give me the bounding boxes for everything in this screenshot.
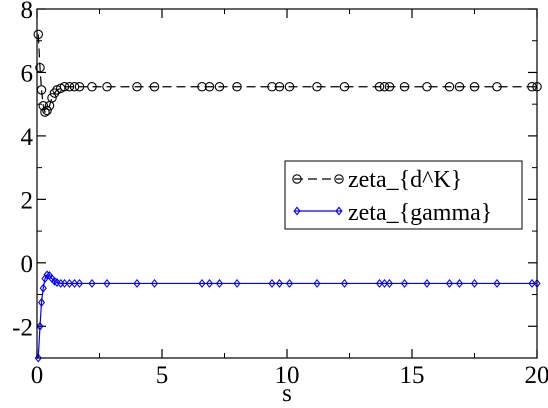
legend: zeta_{d^K} zeta_{gamma} — [284, 160, 523, 230]
data-point-0 — [339, 81, 350, 92]
data-point-0 — [64, 81, 75, 92]
data-point-1 — [455, 278, 464, 288]
data-point-0 — [444, 81, 455, 92]
data-point-1 — [198, 278, 206, 288]
legend-marker-1 — [293, 206, 301, 216]
data-point-0 — [204, 81, 215, 92]
data-point-1 — [528, 278, 536, 288]
data-point-1 — [285, 278, 294, 288]
legend-sample-0 — [292, 174, 344, 184]
legend-label-0: zeta_{d^K} — [348, 167, 462, 193]
data-point-1 — [215, 278, 224, 288]
data-point-0 — [42, 105, 52, 116]
x-tick-label: 5 — [156, 362, 169, 389]
data-point-0 — [232, 81, 242, 92]
data-point-0 — [492, 81, 502, 92]
data-point-0 — [47, 93, 57, 103]
legend-label-1: zeta_{gamma} — [348, 200, 492, 226]
data-point-1 — [34, 353, 42, 363]
data-point-1 — [103, 278, 111, 288]
data-point-1 — [400, 278, 409, 288]
data-point-1 — [39, 283, 47, 293]
data-point-1 — [375, 278, 384, 288]
data-point-0 — [49, 88, 60, 98]
data-point-0 — [267, 81, 277, 92]
data-point-1 — [233, 278, 241, 288]
data-point-1 — [65, 278, 74, 288]
data-point-1 — [493, 278, 501, 288]
data-point-0 — [399, 81, 410, 92]
data-point-0 — [132, 81, 142, 92]
y-tick-label: 2 — [21, 187, 34, 214]
legend-marker-0 — [334, 174, 344, 184]
data-point-1 — [313, 278, 321, 288]
data-point-0 — [40, 107, 50, 117]
data-point-0 — [59, 81, 70, 92]
data-point-1 — [340, 278, 349, 288]
legend-sample-1 — [293, 206, 343, 216]
x-axis-label: s — [282, 380, 292, 407]
series-1 — [34, 270, 541, 363]
data-point-1 — [380, 278, 389, 288]
x-tick-label: 15 — [400, 362, 425, 389]
data-point-1 — [205, 278, 214, 288]
x-tick-label: 0 — [31, 362, 44, 389]
data-point-0 — [74, 81, 85, 92]
data-point-1 — [36, 321, 44, 331]
data-point-0 — [69, 81, 80, 92]
data-point-0 — [469, 81, 480, 92]
data-point-1 — [150, 278, 159, 288]
data-point-0 — [312, 81, 322, 92]
data-point-1 — [43, 270, 51, 280]
data-point-1 — [60, 278, 69, 288]
x-tick-label: 20 — [525, 362, 548, 389]
y-tick-label: 8 — [21, 0, 34, 24]
data-point-1 — [275, 278, 284, 288]
data-point-1 — [423, 278, 431, 288]
data-point-0 — [87, 81, 97, 92]
legend-marker-1 — [335, 206, 343, 216]
legend-marker-0 — [292, 174, 302, 184]
y-tick-label: -2 — [12, 314, 33, 341]
data-point-1 — [385, 278, 394, 288]
data-point-0 — [214, 81, 225, 92]
data-point-0 — [527, 81, 537, 92]
data-point-0 — [422, 81, 432, 92]
data-point-0 — [274, 81, 285, 92]
data-point-0 — [384, 81, 395, 92]
series-0 — [33, 29, 542, 117]
series-layer — [33, 29, 542, 363]
data-point-1 — [37, 297, 46, 307]
series-line-0 — [37, 34, 537, 114]
data-point-1 — [88, 278, 96, 288]
data-point-0 — [379, 81, 390, 92]
legend-box — [284, 160, 523, 230]
y-tick-label: 6 — [21, 60, 34, 87]
x-tick-label: 10 — [275, 362, 300, 389]
data-point-0 — [33, 29, 43, 40]
data-point-1 — [75, 278, 84, 288]
ticks-layer: 0 5 10 15 20 -2 0 2 4 6 8 — [12, 0, 548, 389]
data-point-0 — [102, 81, 112, 92]
data-point-0 — [454, 81, 465, 92]
y-tick-label: 0 — [21, 251, 34, 278]
data-point-1 — [470, 278, 479, 288]
data-point-0 — [374, 81, 385, 92]
y-tick-label: 4 — [21, 124, 34, 151]
data-point-0 — [284, 81, 295, 92]
data-point-1 — [70, 278, 79, 288]
data-point-0 — [197, 81, 207, 92]
data-point-0 — [149, 81, 160, 92]
data-point-1 — [268, 278, 276, 288]
data-point-1 — [41, 274, 49, 284]
data-point-1 — [133, 278, 141, 288]
data-point-1 — [445, 278, 454, 288]
